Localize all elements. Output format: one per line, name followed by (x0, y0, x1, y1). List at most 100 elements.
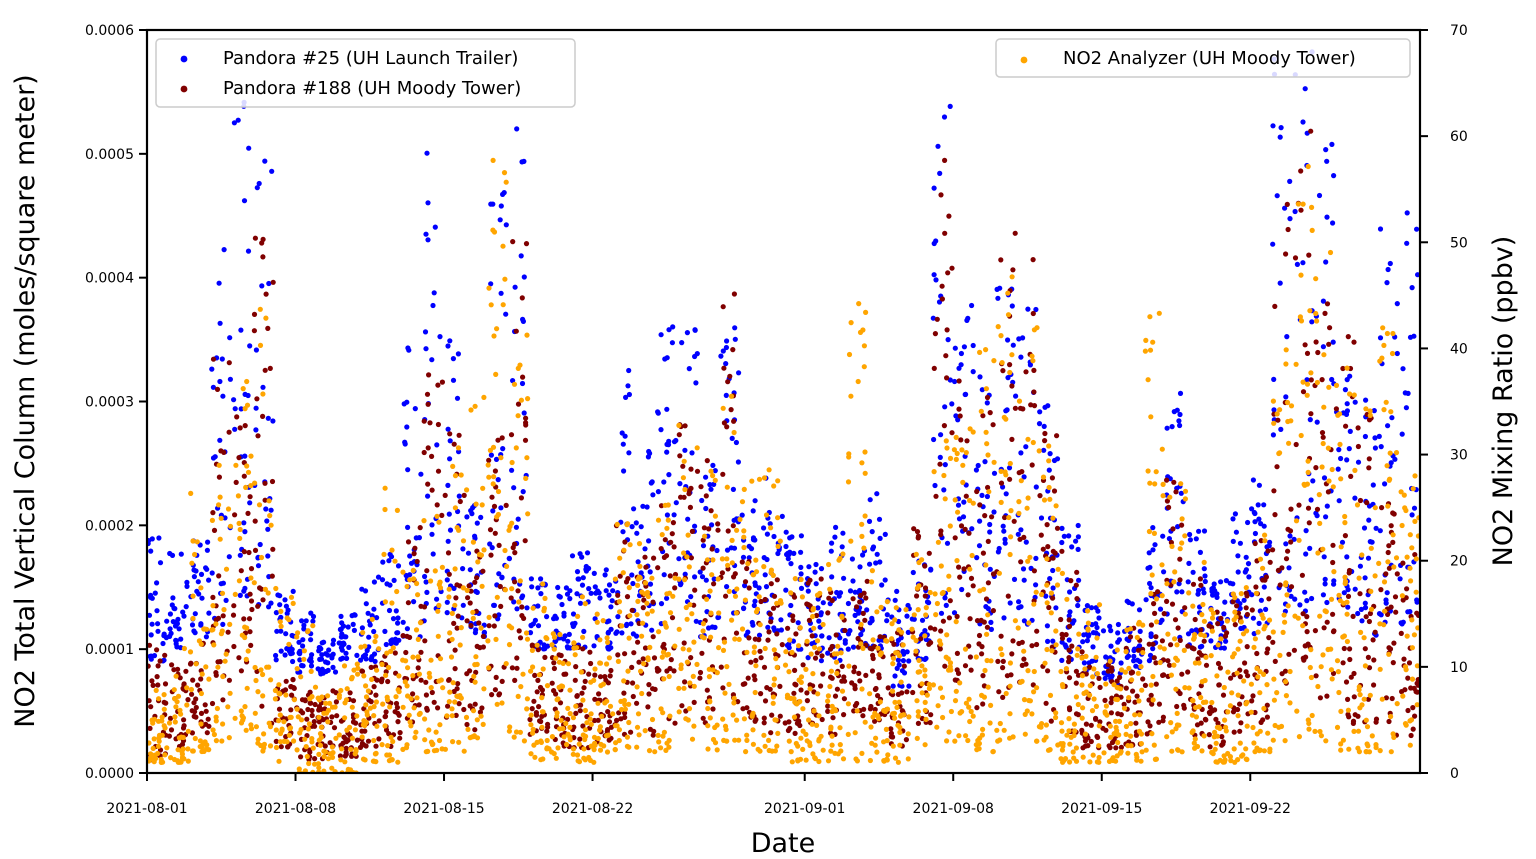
data-point (155, 663, 161, 669)
data-point (1038, 515, 1045, 521)
data-point (606, 582, 613, 588)
data-point (288, 707, 294, 713)
data-point (960, 514, 967, 520)
data-point (185, 758, 191, 764)
data-point (581, 685, 587, 691)
data-point (244, 463, 250, 469)
data-point (933, 493, 939, 499)
data-point (1072, 728, 1078, 734)
data-point (963, 700, 970, 706)
data-point (987, 410, 993, 416)
data-point (1090, 752, 1096, 758)
data-point (166, 720, 173, 726)
data-point (786, 738, 792, 744)
data-point (1283, 394, 1289, 400)
data-point (1148, 631, 1154, 637)
data-point (329, 754, 336, 761)
data-point (248, 598, 255, 604)
data-point (967, 426, 973, 432)
data-point (1007, 600, 1013, 606)
data-point (667, 665, 673, 672)
data-point (151, 736, 157, 742)
data-point (586, 671, 592, 677)
data-point (471, 733, 477, 740)
data-point (407, 634, 413, 641)
data-point (556, 652, 562, 658)
data-point (1082, 731, 1089, 737)
data-point (1040, 546, 1046, 552)
data-point (1194, 722, 1201, 728)
data-point (1149, 572, 1155, 578)
data-point (266, 604, 272, 610)
data-point (1267, 559, 1273, 565)
data-point (1345, 593, 1352, 600)
data-point (273, 610, 279, 616)
data-point (254, 668, 260, 675)
data-point (316, 737, 322, 743)
data-point (260, 413, 266, 419)
data-point (422, 737, 428, 743)
data-point (952, 535, 958, 541)
data-point (641, 597, 647, 603)
data-point (1089, 605, 1095, 611)
data-point (273, 727, 279, 733)
data-point (342, 700, 348, 706)
data-point (369, 676, 375, 683)
data-point (405, 524, 411, 531)
data-point (230, 612, 237, 618)
data-point (922, 742, 928, 748)
data-point (1025, 436, 1031, 442)
data-point (1095, 734, 1101, 741)
data-point (850, 596, 856, 602)
data-point (253, 677, 259, 684)
data-point (946, 615, 953, 621)
data-point (1201, 566, 1207, 572)
data-point (1047, 496, 1053, 502)
data-point (474, 717, 480, 723)
data-point (1053, 710, 1059, 716)
data-point (768, 619, 774, 625)
data-point (1015, 625, 1021, 631)
data-point (587, 716, 593, 722)
data-point (339, 647, 345, 653)
data-point (1123, 685, 1129, 691)
data-point (1365, 654, 1371, 661)
data-point (1068, 734, 1074, 740)
data-point (300, 663, 306, 669)
data-point (1116, 718, 1123, 725)
data-point (736, 370, 742, 376)
data-point (658, 706, 664, 712)
data-point (1096, 723, 1102, 729)
data-point (1024, 708, 1030, 714)
data-point (882, 531, 888, 538)
data-point (956, 406, 962, 412)
data-point (631, 650, 637, 656)
data-point (161, 699, 167, 705)
data-point (1210, 592, 1216, 598)
data-point (557, 631, 563, 638)
data-point (839, 613, 845, 619)
data-point (255, 736, 261, 742)
data-point (1270, 241, 1276, 247)
data-point (1177, 422, 1183, 429)
data-point (464, 721, 470, 728)
data-point (175, 693, 182, 699)
data-point (1033, 555, 1039, 562)
data-point (417, 620, 424, 626)
data-point (1221, 611, 1227, 617)
data-point (203, 664, 209, 670)
data-point (493, 674, 499, 681)
data-point (661, 479, 667, 485)
data-point (753, 657, 759, 664)
data-point (410, 673, 416, 679)
data-point (1107, 723, 1113, 729)
data-point (260, 384, 266, 390)
data-point (855, 378, 861, 385)
data-point (541, 608, 547, 614)
data-point (269, 478, 276, 485)
data-point (1159, 562, 1165, 568)
data-point (742, 583, 748, 589)
data-point (892, 617, 898, 623)
data-point (252, 547, 259, 554)
data-point (829, 733, 835, 739)
